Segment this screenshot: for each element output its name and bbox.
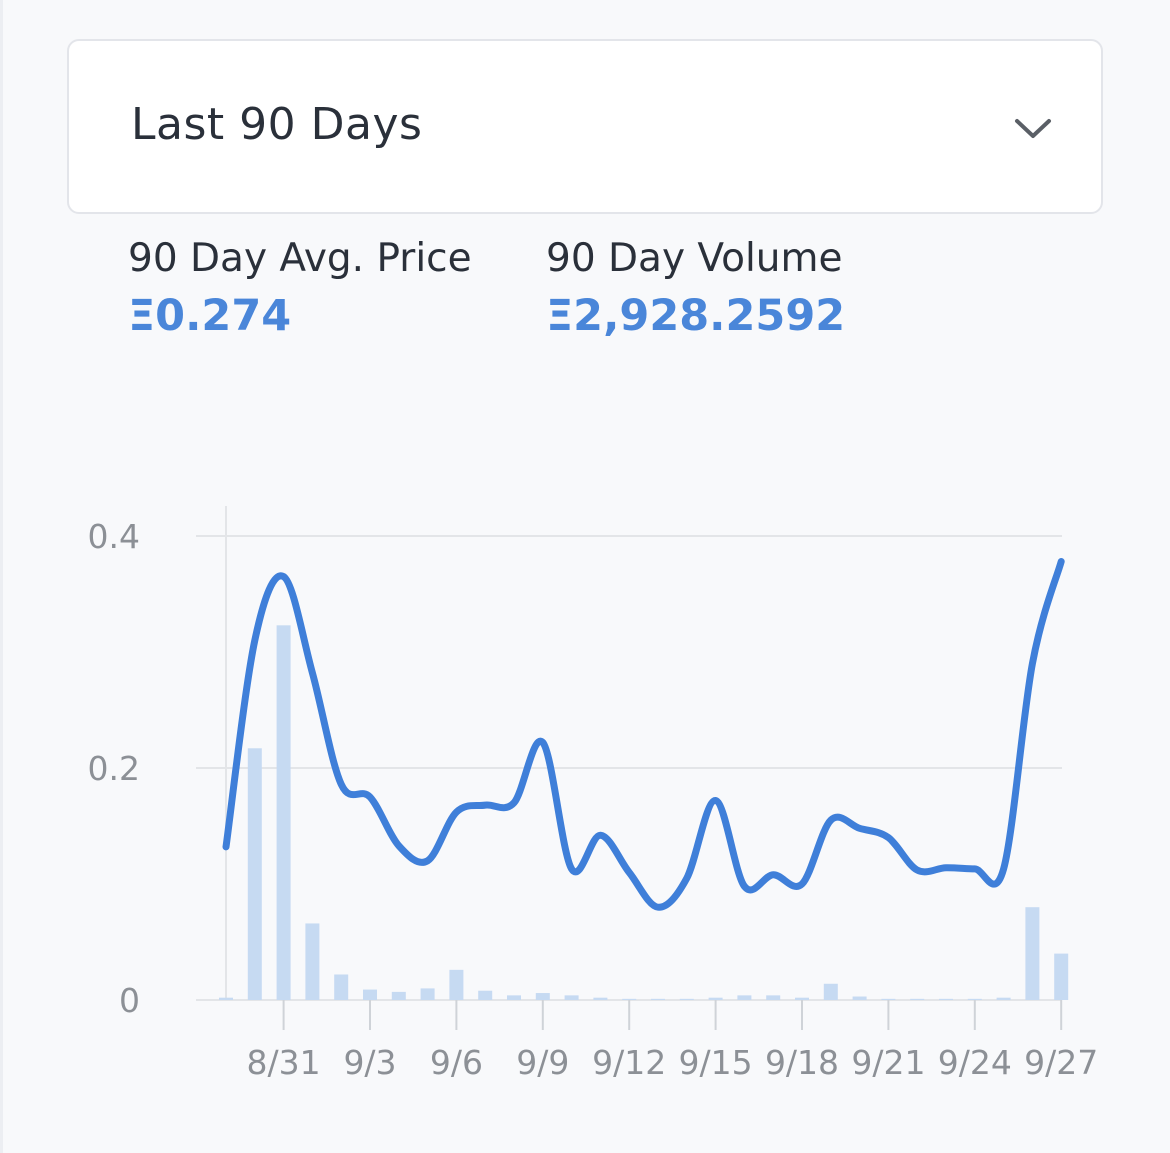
time-range-selected-label: Last 90 Days — [131, 99, 423, 150]
volume-bar — [363, 989, 377, 1000]
x-tick-label: 9/24 — [938, 1043, 1012, 1082]
avg-price-label: 90 Day Avg. Price — [128, 236, 472, 281]
volume-label: 90 Day Volume — [546, 236, 843, 281]
volume-value: Ξ2,928.2592 — [546, 291, 846, 341]
avg-price-stat: 90 Day Avg. Price Ξ0.274 — [128, 236, 472, 341]
time-range-dropdown[interactable]: Last 90 Days — [67, 39, 1103, 214]
volume-bar — [679, 998, 694, 1000]
volume-bar — [507, 995, 521, 1000]
volume-bar — [535, 993, 550, 1000]
volume-bar — [276, 625, 291, 1000]
volume-bar — [910, 998, 925, 1000]
volume-bar — [593, 997, 608, 1000]
volume-bar — [622, 998, 637, 1000]
volume-bar — [219, 997, 233, 1000]
volume-bar — [967, 998, 982, 1000]
volume-bar — [1054, 953, 1069, 1000]
volume-bar — [795, 997, 809, 1000]
x-tick-label: 9/12 — [592, 1043, 666, 1082]
x-tick-label: 8/31 — [247, 1043, 321, 1082]
volume-bar — [478, 990, 493, 1000]
volume-bar — [852, 996, 867, 1000]
volume-bar — [651, 998, 665, 1000]
volume-bar — [881, 998, 896, 1000]
x-tick-label: 9/3 — [343, 1043, 396, 1082]
left-edge-divider — [0, 0, 3, 1153]
volume-bar — [305, 923, 320, 1000]
x-tick-label: 9/9 — [516, 1043, 569, 1082]
price-line — [222, 558, 1065, 911]
volume-bar — [247, 748, 262, 1000]
volume-bar — [1025, 907, 1040, 1000]
volume-bar — [391, 991, 406, 1000]
x-tick-label: 9/18 — [765, 1043, 839, 1082]
volume-bar — [939, 998, 953, 1000]
volume-stat: 90 Day Volume Ξ2,928.2592 — [546, 236, 845, 341]
volume-bar — [334, 974, 349, 1000]
chevron-down-icon — [1015, 119, 1051, 138]
volume-bar — [823, 983, 838, 1000]
volume-bar — [996, 997, 1011, 1000]
x-tick-label: 9/27 — [1024, 1043, 1098, 1082]
x-tick-label: 9/15 — [679, 1043, 753, 1082]
volume-bar — [449, 969, 464, 1000]
y-tick-label: 0 — [119, 981, 140, 1020]
x-tick-label: 9/6 — [430, 1043, 483, 1082]
volume-bar — [737, 995, 752, 1000]
avg-price-value: Ξ0.274 — [128, 291, 292, 341]
volume-bar — [766, 995, 781, 1000]
y-tick-label: 0.4 — [88, 517, 140, 556]
volume-bar — [708, 997, 723, 1000]
x-tick-label: 9/21 — [851, 1043, 925, 1082]
y-tick-label: 0.2 — [88, 749, 140, 788]
volume-bar — [564, 995, 579, 1000]
volume-bar — [420, 988, 435, 1000]
